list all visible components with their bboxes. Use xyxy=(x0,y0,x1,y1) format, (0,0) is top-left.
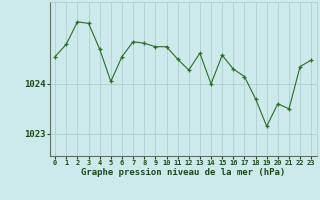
X-axis label: Graphe pression niveau de la mer (hPa): Graphe pression niveau de la mer (hPa) xyxy=(81,168,285,177)
